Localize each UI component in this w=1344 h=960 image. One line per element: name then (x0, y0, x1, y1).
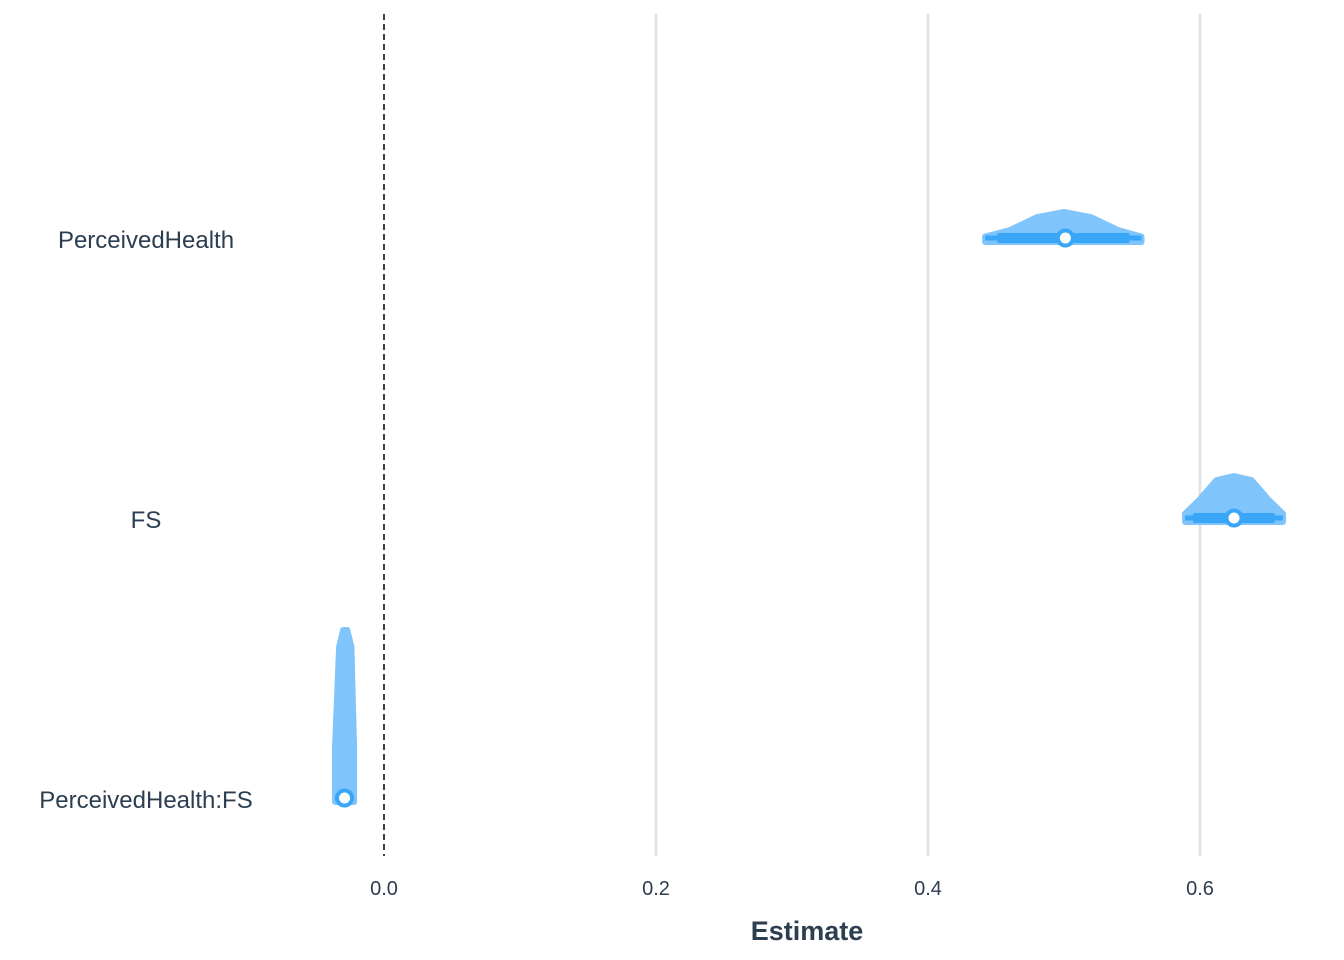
x-tick-label-0.2: 0.2 (642, 878, 670, 900)
x-axis-title: Estimate (751, 916, 864, 946)
y-axis-labels: PerceivedHealth FS PerceivedHealth:FS (39, 227, 252, 814)
point-estimate-perceivedhealth-fs (335, 788, 355, 808)
density-perceivedhealth-fs (332, 627, 358, 805)
y-label-fs: FS (131, 507, 162, 534)
x-tick-label-0.0: 0.0 (370, 878, 398, 900)
point-estimate-fs (1224, 508, 1244, 528)
x-tick-label-0.4: 0.4 (914, 878, 942, 900)
x-axis-ticks: 0.0 0.2 0.4 0.6 (370, 878, 1214, 900)
marks-layer (332, 209, 1286, 808)
gridlines (654, 14, 1202, 856)
density-fs (1182, 473, 1286, 525)
x-tick-label-0.6: 0.6 (1186, 878, 1214, 900)
y-label-perceivedhealth: PerceivedHealth (58, 227, 234, 254)
point-estimate-perceivedhealth (1055, 228, 1075, 248)
y-label-perceivedhealth-fs: PerceivedHealth:FS (39, 787, 252, 814)
